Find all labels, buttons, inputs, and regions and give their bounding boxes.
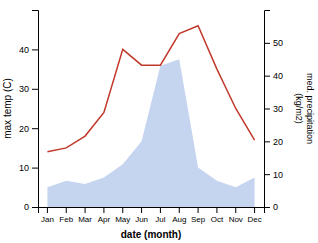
tick-mark bbox=[264, 207, 270, 208]
tick-mark bbox=[32, 49, 38, 50]
x-axis: Jan Feb Mar Apr May Jun Jul Aug Sep Oct Nov Dec bbox=[39, 207, 265, 224]
tick: 20 bbox=[19, 124, 38, 134]
chart: Jan Feb Mar Apr May Jun Jul Aug Sep Oct Nov Dec 0 10 2… bbox=[0, 0, 318, 243]
tick-label: 30 bbox=[273, 104, 283, 114]
tick: Sep bbox=[191, 207, 206, 224]
tick: 0 bbox=[24, 202, 38, 212]
tick-mark bbox=[254, 207, 255, 213]
tick-mark bbox=[32, 207, 38, 208]
tick: May bbox=[115, 207, 130, 224]
y2-axis: 0 10 20 30 40 50 bbox=[264, 11, 283, 213]
tick: Jun bbox=[135, 207, 148, 224]
tick: 30 bbox=[264, 104, 283, 114]
tick-mark bbox=[198, 207, 199, 213]
tick-mark bbox=[264, 174, 270, 175]
tick-label: 10 bbox=[19, 163, 29, 173]
tick: Apr bbox=[98, 207, 111, 224]
tick-mark bbox=[85, 207, 86, 213]
tick-label: 0 bbox=[273, 202, 278, 212]
tick-mark bbox=[264, 43, 270, 44]
tick-label: 40 bbox=[273, 71, 283, 81]
tick: Jul bbox=[155, 207, 165, 224]
tick-label: 30 bbox=[19, 84, 29, 94]
tick: 20 bbox=[264, 137, 283, 147]
tick: 30 bbox=[19, 84, 38, 94]
tick-label: 40 bbox=[19, 45, 29, 55]
tick: 10 bbox=[19, 163, 38, 173]
tick: Dec bbox=[247, 207, 261, 224]
tick-label: Jan bbox=[41, 215, 54, 224]
tick: 0 bbox=[264, 202, 278, 212]
tick-mark bbox=[264, 76, 270, 77]
axis-line bbox=[39, 208, 265, 214]
tick-label: May bbox=[115, 215, 130, 224]
tick-mark bbox=[216, 207, 217, 213]
tick-mark bbox=[264, 109, 270, 110]
tick-label: Nov bbox=[229, 215, 243, 224]
y2-axis-title: med. precipitation(kg/m2) bbox=[294, 73, 315, 144]
tick: 40 bbox=[264, 71, 283, 81]
tick-label: Apr bbox=[98, 215, 111, 224]
tick-mark bbox=[32, 128, 38, 129]
tick-label: 0 bbox=[24, 202, 29, 212]
tick-mark bbox=[235, 207, 236, 213]
line bbox=[47, 26, 254, 152]
tick-mark bbox=[179, 207, 180, 213]
tick: 10 bbox=[264, 170, 283, 180]
tick-label: Sep bbox=[191, 215, 206, 224]
tick: Nov bbox=[229, 207, 243, 224]
tick-label: Dec bbox=[247, 215, 261, 224]
axis-line bbox=[32, 11, 39, 208]
tick-label: 20 bbox=[19, 124, 29, 134]
tick-label: 20 bbox=[273, 137, 283, 147]
tick-mark bbox=[32, 89, 38, 90]
marks bbox=[47, 26, 254, 207]
y-axis-title: max temp (C) bbox=[2, 78, 13, 139]
tick-label: Oct bbox=[211, 215, 224, 224]
tick-mark bbox=[103, 207, 104, 213]
tick-mark bbox=[122, 207, 123, 213]
tick: Feb bbox=[59, 207, 73, 224]
x-axis-title: date (month) bbox=[121, 229, 182, 240]
tick-mark bbox=[32, 168, 38, 169]
tick: Mar bbox=[78, 207, 92, 224]
tick: 40 bbox=[19, 45, 38, 55]
y-axis: 0 10 20 30 40 bbox=[19, 11, 39, 213]
axis-line bbox=[265, 11, 271, 208]
title-line: med. precipitation bbox=[305, 73, 315, 144]
tick-mark bbox=[160, 207, 161, 213]
tick-mark bbox=[264, 141, 270, 142]
tick-label: Jul bbox=[155, 215, 165, 224]
tick-label: 10 bbox=[273, 170, 283, 180]
tick: 50 bbox=[264, 38, 283, 48]
tick-label: Aug bbox=[172, 215, 186, 224]
tick: Jan bbox=[41, 207, 54, 224]
tick-mark bbox=[47, 207, 48, 213]
tick-mark bbox=[141, 207, 142, 213]
tick-label: Jun bbox=[135, 215, 148, 224]
tick: Oct bbox=[211, 207, 224, 224]
tick-label: Mar bbox=[78, 215, 92, 224]
plot: Jan Feb Mar Apr May Jun Jul Aug Sep Oct Nov Dec 0 10 2… bbox=[19, 11, 283, 224]
tick: Aug bbox=[172, 207, 186, 224]
tick-label: Feb bbox=[59, 215, 73, 224]
title-line: (kg/m2) bbox=[294, 93, 304, 124]
tick-mark bbox=[66, 207, 67, 213]
tick-label: 50 bbox=[273, 38, 283, 48]
